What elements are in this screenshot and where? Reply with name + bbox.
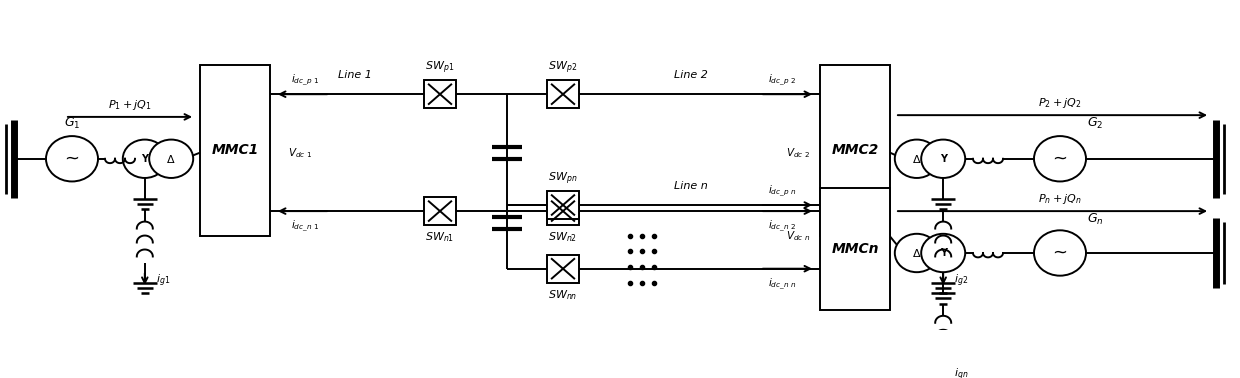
Circle shape <box>895 139 939 178</box>
Text: $P_1+jQ_1$: $P_1+jQ_1$ <box>108 98 151 112</box>
Bar <box>547 255 579 283</box>
Bar <box>200 65 270 235</box>
Bar <box>547 80 579 108</box>
Text: $SW_{p2}$: $SW_{p2}$ <box>548 60 578 76</box>
Text: ~: ~ <box>64 150 79 168</box>
Bar <box>547 197 579 225</box>
Circle shape <box>1034 230 1086 276</box>
Text: $P_2+jQ_2$: $P_2+jQ_2$ <box>1038 96 1081 110</box>
Text: $i_{dc\_n\ 2}$: $i_{dc\_n\ 2}$ <box>768 219 796 234</box>
Text: Y: Y <box>940 248 946 258</box>
Text: MMC1: MMC1 <box>211 144 259 158</box>
Text: $SW_{nn}$: $SW_{nn}$ <box>548 288 578 302</box>
Text: $V_{dc\ 2}$: $V_{dc\ 2}$ <box>786 146 810 160</box>
Bar <box>820 65 890 235</box>
Text: $SW_{pn}$: $SW_{pn}$ <box>548 170 578 187</box>
Bar <box>424 197 456 225</box>
Text: $\Delta$: $\Delta$ <box>166 153 176 165</box>
Text: $i_{dc\_p\ 1}$: $i_{dc\_p\ 1}$ <box>291 73 319 88</box>
Text: $i_{dc\_p\ 2}$: $i_{dc\_p\ 2}$ <box>768 73 796 88</box>
Text: $i_{g2}$: $i_{g2}$ <box>954 273 968 289</box>
Text: $i_{g1}$: $i_{g1}$ <box>156 273 170 289</box>
Bar <box>547 191 579 219</box>
Text: Y: Y <box>940 154 946 164</box>
Circle shape <box>123 139 167 178</box>
Circle shape <box>895 234 939 272</box>
Text: $G_1$: $G_1$ <box>63 116 81 132</box>
Circle shape <box>149 139 193 178</box>
Text: $G_2$: $G_2$ <box>1086 116 1104 132</box>
Text: ~: ~ <box>1053 244 1068 262</box>
Text: $P_n+jQ_n$: $P_n+jQ_n$ <box>1038 192 1083 206</box>
Circle shape <box>1034 136 1086 181</box>
Text: $\Delta$: $\Delta$ <box>913 153 921 165</box>
Text: Y: Y <box>141 154 149 164</box>
Bar <box>424 80 456 108</box>
Text: ~: ~ <box>1053 150 1068 168</box>
Text: $\Delta$: $\Delta$ <box>913 247 921 259</box>
Text: $SW_{p1}$: $SW_{p1}$ <box>425 60 455 76</box>
Text: $V_{dc\ n}$: $V_{dc\ n}$ <box>786 229 810 243</box>
Text: MMC2: MMC2 <box>831 144 879 158</box>
Text: $i_{dc\_p\ n}$: $i_{dc\_p\ n}$ <box>768 183 796 199</box>
Bar <box>820 187 890 310</box>
Circle shape <box>46 136 98 181</box>
Text: Line 1: Line 1 <box>339 70 372 80</box>
Text: MMCn: MMCn <box>831 242 879 256</box>
Text: $V_{dc\ 1}$: $V_{dc\ 1}$ <box>288 146 312 160</box>
Text: $i_{gn}$: $i_{gn}$ <box>954 367 968 378</box>
Circle shape <box>921 139 965 178</box>
Text: Line n: Line n <box>675 181 708 191</box>
Text: $SW_{n2}$: $SW_{n2}$ <box>548 230 578 244</box>
Text: $i_{dc\_n\ n}$: $i_{dc\_n\ n}$ <box>768 277 796 292</box>
Circle shape <box>921 234 965 272</box>
Text: Line 2: Line 2 <box>675 70 708 80</box>
Text: $SW_{n1}$: $SW_{n1}$ <box>425 230 455 244</box>
Text: $i_{dc\_n\ 1}$: $i_{dc\_n\ 1}$ <box>291 219 319 234</box>
Text: $G_n$: $G_n$ <box>1086 212 1104 228</box>
